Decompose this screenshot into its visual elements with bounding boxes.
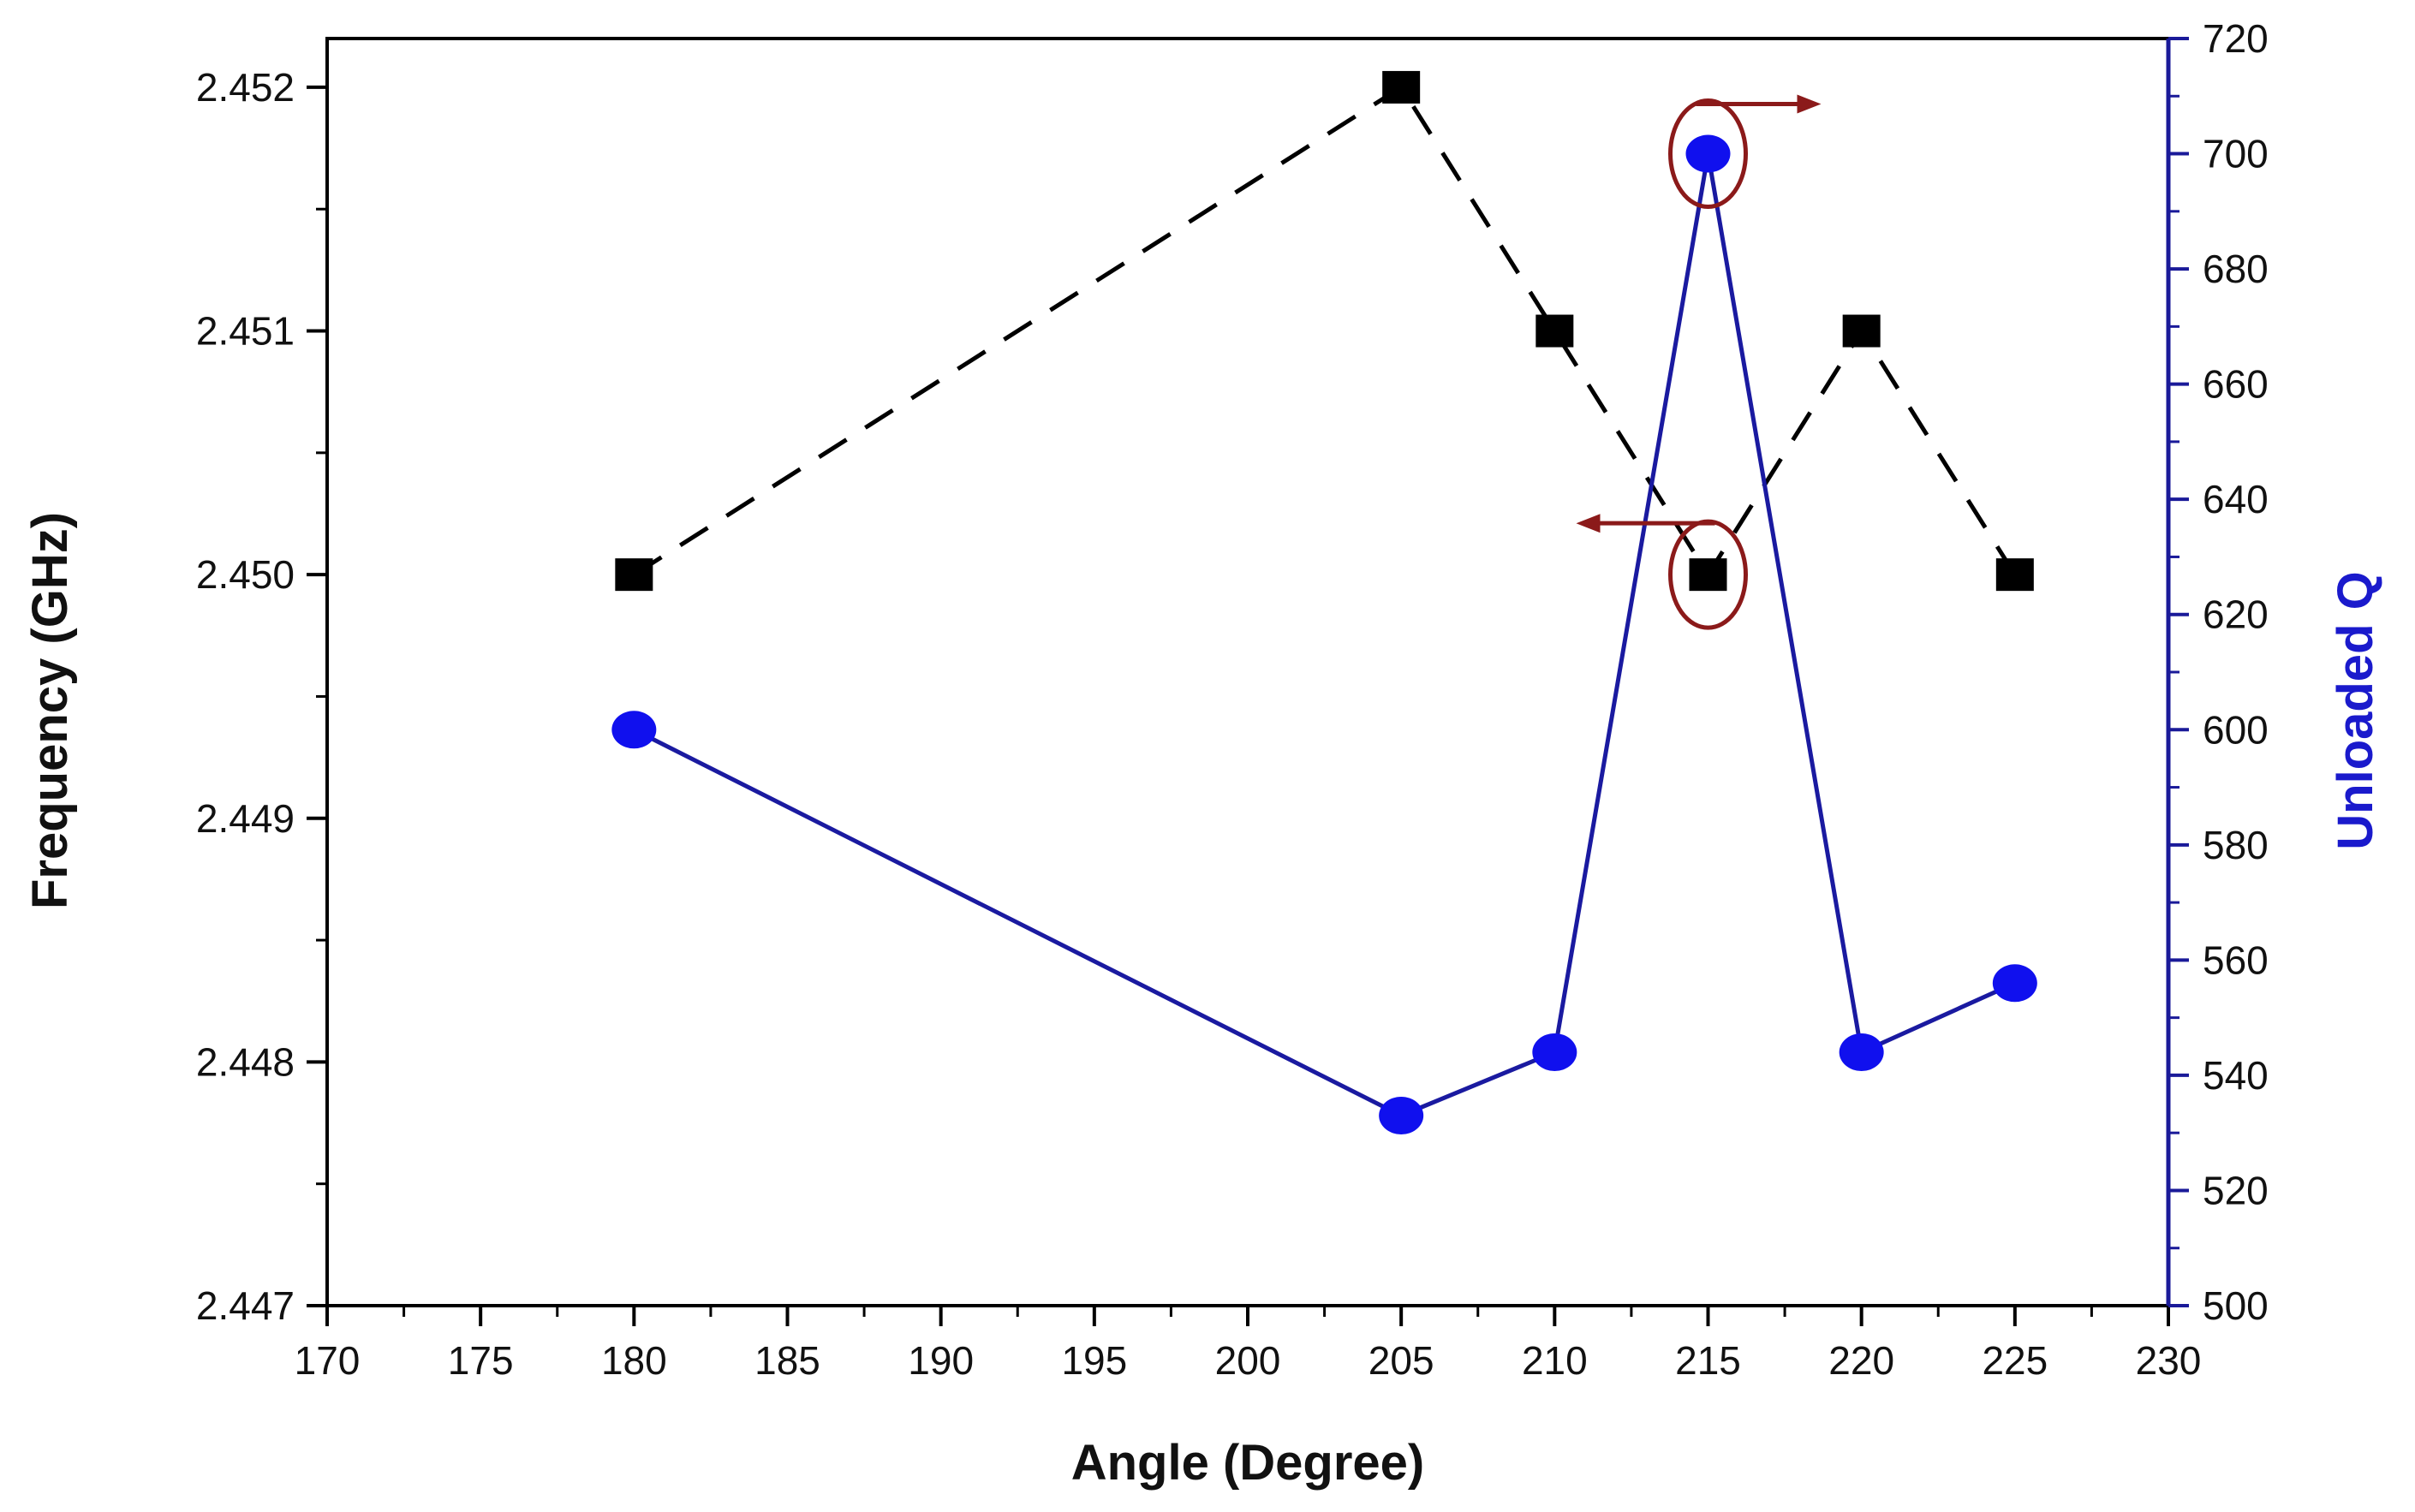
series-layer <box>611 70 2037 1134</box>
x-tick-label: 220 <box>1828 1338 1894 1383</box>
series-0-point <box>615 558 653 592</box>
series-0-point <box>1689 558 1727 592</box>
x-tick-label: 185 <box>754 1338 820 1383</box>
x-tick-label: 175 <box>448 1338 514 1383</box>
right-axis-title: Unloaded Q <box>2328 571 2383 849</box>
left-axis-ticks: 2.447 2.448 2.449 2.450 2.451 2.452 <box>196 65 327 1328</box>
series-1-point <box>1532 1033 1577 1071</box>
y2-tick-label: 520 <box>2203 1168 2269 1212</box>
y2-tick-label: 540 <box>2203 1053 2269 1098</box>
y-tick-label: 2.451 <box>196 309 295 354</box>
x-tick-label: 195 <box>1061 1338 1127 1383</box>
y-tick-label: 2.447 <box>196 1283 295 1328</box>
series-1-point <box>1839 1033 1884 1071</box>
annotation-circle <box>1668 98 1748 210</box>
y2-tick-label: 620 <box>2203 592 2269 637</box>
annotation-layer <box>1576 94 1822 630</box>
series-0-point <box>1535 314 1574 348</box>
series-0-line <box>632 84 2017 579</box>
y2-tick-label: 560 <box>2203 938 2269 982</box>
y2-tick-label: 680 <box>2203 247 2269 291</box>
y-tick-label: 2.449 <box>196 796 295 841</box>
y2-tick-label: 660 <box>2203 362 2269 407</box>
y2-tick-label: 700 <box>2203 132 2269 176</box>
x-tick-label: 200 <box>1215 1338 1281 1383</box>
series-1-line <box>633 153 2016 1118</box>
y2-tick-label: 500 <box>2203 1283 2269 1328</box>
series-0-point <box>1382 70 1421 104</box>
y2-tick-label: 580 <box>2203 823 2269 867</box>
x-tick-label: 205 <box>1368 1338 1434 1383</box>
x-tick-label: 215 <box>1675 1338 1741 1383</box>
annotation-arrow-head <box>1576 514 1601 533</box>
x-axis-title: Angle (Degree) <box>1071 1435 1425 1491</box>
series-1-point <box>611 711 657 749</box>
y-tick-label: 2.450 <box>196 552 295 597</box>
right-axis-ticks: 500 520 540 560 580 600 620 640 660 680 700 720 <box>2168 16 2269 1328</box>
y-tick-label: 2.452 <box>196 65 295 110</box>
series-1-point <box>1379 1097 1424 1134</box>
y2-tick-label: 600 <box>2203 707 2269 752</box>
series-1-point <box>1685 134 1731 173</box>
y2-tick-label: 720 <box>2203 16 2269 61</box>
x-tick-label: 225 <box>1982 1338 2048 1383</box>
x-tick-label: 230 <box>2136 1338 2202 1383</box>
x-tick-label: 190 <box>908 1338 974 1383</box>
series-1-point <box>1992 964 2037 1003</box>
x-axis-ticks: 170 175 180 185 190 195 200 205 210 215 220 225 230 <box>295 1306 2202 1383</box>
x-tick-label: 210 <box>1522 1338 1588 1383</box>
annotation-arrow-head <box>1797 94 1822 114</box>
y-tick-label: 2.448 <box>196 1039 295 1084</box>
series-0-point <box>1842 314 1881 348</box>
y2-tick-label: 640 <box>2203 477 2269 521</box>
plot-frame <box>325 37 2170 1307</box>
x-tick-label: 170 <box>295 1338 361 1383</box>
x-tick-label: 180 <box>601 1338 667 1383</box>
left-axis-title: Frequency (GHz) <box>22 512 78 909</box>
series-0-point <box>1995 558 2034 592</box>
